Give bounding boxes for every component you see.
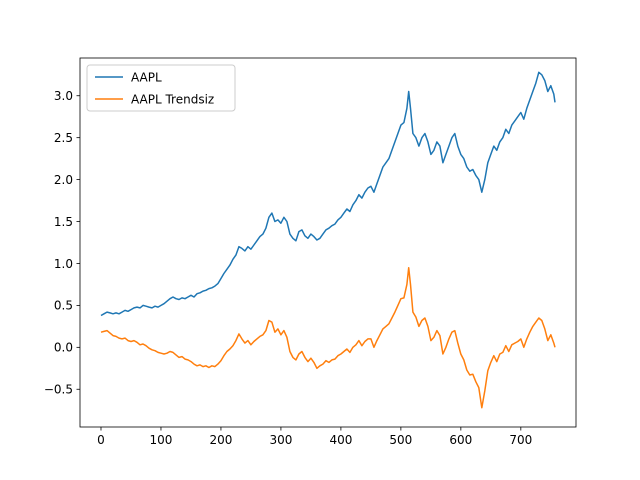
- y-tick-label: 1.0: [54, 257, 73, 271]
- x-tick-label: 600: [449, 433, 472, 447]
- legend: AAPL AAPL Trendsiz: [86, 64, 236, 112]
- y-tick-label: 1.5: [54, 215, 73, 229]
- x-tick-label: 0: [97, 433, 105, 447]
- x-tick-label: 500: [389, 433, 412, 447]
- series-line-1: [100, 266, 556, 409]
- y-tick-label: 3.0: [54, 89, 73, 103]
- y-tick-label: 0.5: [54, 299, 73, 313]
- series-line-0: [100, 71, 556, 317]
- x-tick-label: 300: [269, 433, 292, 447]
- x-tick-label: 100: [150, 433, 173, 447]
- plot-area-frame: [79, 57, 577, 428]
- y-tick-label: −0.5: [44, 383, 73, 397]
- x-axis: 0 100 200 300 400 500 600 700: [97, 427, 532, 447]
- legend-label-0: AAPL: [131, 71, 162, 85]
- legend-label-1: AAPL Trendsiz: [131, 93, 214, 107]
- y-tick-label: 2.5: [54, 131, 73, 145]
- series-layer: [100, 71, 556, 409]
- y-tick-label: 2.0: [54, 173, 73, 187]
- x-tick-label: 400: [329, 433, 352, 447]
- legend-box: [86, 64, 236, 112]
- x-tick-label: 700: [509, 433, 532, 447]
- y-axis: −0.5 0.0 0.5 1.0 1.5 2.0 2.5 3.0: [44, 89, 80, 397]
- y-tick-label: 0.0: [54, 341, 73, 355]
- x-tick-label: 200: [209, 433, 232, 447]
